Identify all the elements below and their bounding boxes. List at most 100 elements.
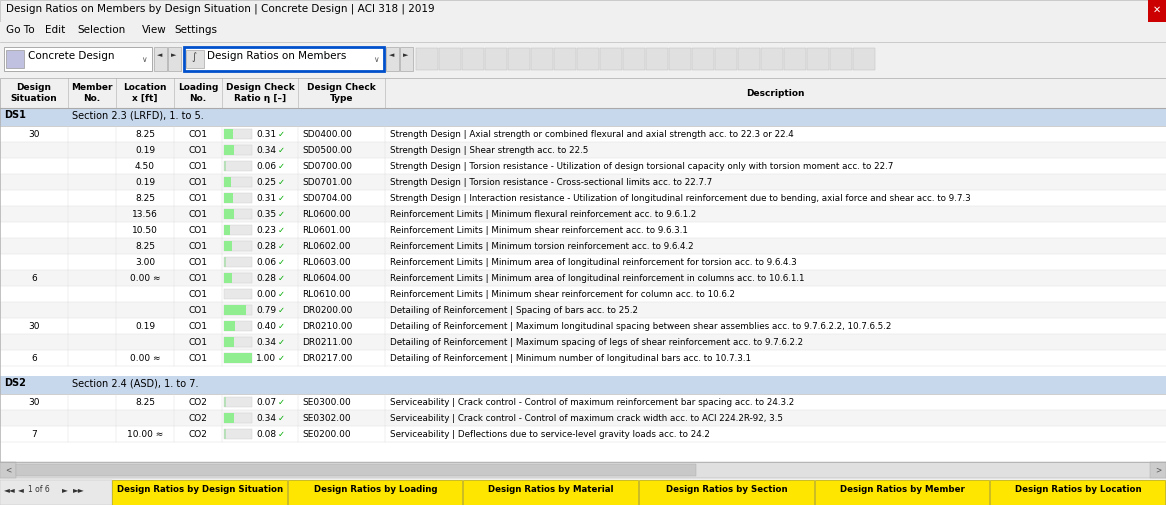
Text: 0.40: 0.40: [257, 322, 276, 331]
Text: Settings: Settings: [175, 25, 217, 35]
Text: 0.19: 0.19: [135, 178, 155, 187]
Bar: [224, 413, 233, 423]
Bar: [0, 190, 1166, 206]
Bar: [0, 78, 1166, 108]
Text: DR0217.00: DR0217.00: [302, 354, 352, 363]
Text: <: <: [5, 465, 12, 474]
Bar: [761, 48, 784, 70]
Bar: [224, 321, 252, 331]
Bar: [112, 480, 287, 505]
Bar: [0, 376, 1166, 394]
Bar: [187, 50, 204, 68]
Text: Reinforcement Limits | Minimum area of longitudinal reinforcement in columns acc: Reinforcement Limits | Minimum area of l…: [389, 274, 805, 283]
Text: DS2: DS2: [3, 378, 26, 388]
Bar: [600, 48, 621, 70]
Text: ✓: ✓: [278, 178, 285, 187]
Text: Detailing of Reinforcement | Maximum spacing of legs of shear reinforcement acc.: Detailing of Reinforcement | Maximum spa…: [389, 338, 803, 347]
Text: Design Ratios by Design Situation: Design Ratios by Design Situation: [117, 485, 283, 494]
Bar: [224, 209, 234, 219]
Bar: [0, 158, 1166, 174]
Text: Design Ratios on Members: Design Ratios on Members: [208, 51, 346, 61]
Bar: [0, 480, 112, 505]
Bar: [691, 48, 714, 70]
Text: 0.07: 0.07: [257, 398, 276, 407]
Text: 0.34: 0.34: [257, 146, 276, 155]
Text: CO1: CO1: [189, 338, 208, 347]
Bar: [416, 48, 438, 70]
Bar: [815, 480, 989, 505]
Bar: [386, 47, 399, 71]
Bar: [288, 480, 463, 505]
Text: SE0200.00: SE0200.00: [302, 430, 351, 439]
Bar: [224, 129, 233, 139]
Text: Design Check
Ratio η [–]: Design Check Ratio η [–]: [226, 83, 294, 103]
Text: 30: 30: [28, 398, 40, 407]
Text: CO1: CO1: [189, 194, 208, 203]
Text: Location
x [ft]: Location x [ft]: [124, 83, 167, 103]
Text: Go To: Go To: [6, 25, 35, 35]
Text: ►: ►: [62, 485, 68, 494]
Text: Detailing of Reinforcement | Minimum number of longitudinal bars acc. to 10.7.3.: Detailing of Reinforcement | Minimum num…: [389, 354, 751, 363]
Bar: [0, 254, 1166, 270]
Bar: [224, 145, 233, 155]
Text: Reinforcement Limits | Minimum torsion reinforcement acc. to 9.6.4.2: Reinforcement Limits | Minimum torsion r…: [389, 242, 694, 251]
Bar: [224, 193, 252, 203]
Bar: [807, 48, 829, 70]
Text: RL0603.00: RL0603.00: [302, 258, 351, 267]
Bar: [0, 0, 1166, 22]
Bar: [738, 48, 760, 70]
Bar: [224, 161, 226, 171]
Bar: [0, 238, 1166, 254]
Text: 0.31: 0.31: [257, 194, 276, 203]
Bar: [224, 145, 252, 155]
Bar: [224, 337, 233, 347]
Text: ◄: ◄: [389, 52, 394, 58]
Bar: [224, 305, 252, 315]
Text: Detailing of Reinforcement | Spacing of bars acc. to 25.2: Detailing of Reinforcement | Spacing of …: [389, 306, 638, 315]
Bar: [784, 48, 806, 70]
Text: 0.34: 0.34: [257, 338, 276, 347]
Bar: [224, 429, 252, 439]
Text: ✓: ✓: [278, 306, 285, 315]
Bar: [0, 222, 1166, 238]
Text: 4.50: 4.50: [135, 162, 155, 171]
Bar: [224, 305, 246, 315]
Text: DS1: DS1: [3, 110, 26, 120]
Text: CO2: CO2: [189, 430, 208, 439]
Bar: [224, 397, 252, 407]
Text: Reinforcement Limits | Minimum flexural reinforcement acc. to 9.6.1.2: Reinforcement Limits | Minimum flexural …: [389, 210, 696, 219]
Bar: [0, 286, 1166, 302]
Bar: [16, 464, 696, 476]
Text: CO1: CO1: [189, 354, 208, 363]
Bar: [3, 47, 152, 71]
Text: >: >: [1154, 465, 1161, 474]
Text: ✕: ✕: [1153, 5, 1161, 15]
Bar: [0, 442, 1166, 462]
Bar: [508, 48, 531, 70]
Text: ✓: ✓: [278, 290, 285, 299]
Bar: [577, 48, 599, 70]
Text: CO1: CO1: [189, 226, 208, 235]
Bar: [0, 206, 1166, 222]
Bar: [440, 48, 461, 70]
Text: 30: 30: [28, 322, 40, 331]
Text: Design
Situation: Design Situation: [10, 83, 57, 103]
Text: 1 of 6: 1 of 6: [28, 485, 50, 494]
Text: 8.25: 8.25: [135, 194, 155, 203]
Bar: [854, 48, 874, 70]
Text: CO1: CO1: [189, 130, 208, 139]
Text: CO1: CO1: [189, 242, 208, 251]
Bar: [224, 321, 236, 331]
Text: ✓: ✓: [278, 242, 285, 251]
Bar: [0, 174, 1166, 190]
Text: 0.79: 0.79: [257, 306, 276, 315]
Text: 0.06: 0.06: [257, 162, 276, 171]
Text: Design Ratios by Material: Design Ratios by Material: [489, 485, 614, 494]
Text: 0.19: 0.19: [135, 322, 155, 331]
Bar: [224, 129, 252, 139]
Bar: [0, 350, 1166, 366]
Text: 0.06: 0.06: [257, 258, 276, 267]
Text: 0.08: 0.08: [257, 430, 276, 439]
Text: ►: ►: [403, 52, 409, 58]
Text: Strength Design | Interaction resistance - Utilization of longitudinal reinforce: Strength Design | Interaction resistance…: [389, 194, 971, 203]
